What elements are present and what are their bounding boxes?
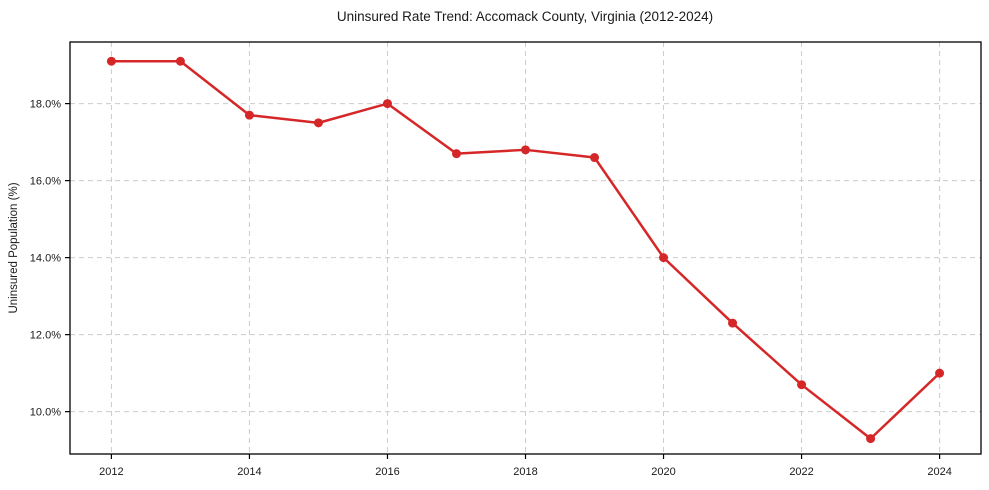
y-axis-tick-label: 16.0%: [30, 176, 61, 188]
x-axis-tick-label: 2024: [927, 466, 951, 478]
data-point-2013: [175, 56, 185, 66]
y-axis-tick-label: 12.0%: [30, 330, 61, 342]
data-point-2021: [728, 318, 738, 328]
data-point-2015: [313, 118, 323, 128]
y-axis-tick-label: 14.0%: [30, 253, 61, 265]
x-axis-tick-label: 2022: [789, 466, 813, 478]
data-point-2019: [590, 153, 600, 163]
data-point-2022: [797, 380, 807, 390]
data-point-2020: [659, 253, 669, 263]
data-point-2014: [244, 110, 254, 120]
data-point-2017: [451, 149, 461, 159]
x-axis-tick-label: 2016: [375, 466, 399, 478]
data-point-2016: [382, 99, 392, 109]
x-axis-tick-label: 2014: [237, 466, 261, 478]
chart-title: Uninsured Rate Trend: Accomack County, V…: [336, 9, 714, 24]
data-point-2023: [866, 434, 876, 444]
data-point-2024: [935, 368, 945, 378]
y-axis-tick-label: 10.0%: [30, 407, 61, 419]
data-point-2018: [521, 145, 530, 155]
x-axis-tick-label: 2020: [651, 466, 675, 478]
y-axis-tick-label: 18.0%: [30, 99, 61, 111]
data-point-2012: [106, 56, 116, 66]
x-axis-tick-label: 2018: [513, 466, 537, 478]
x-axis-tick-label: 2012: [99, 466, 123, 478]
